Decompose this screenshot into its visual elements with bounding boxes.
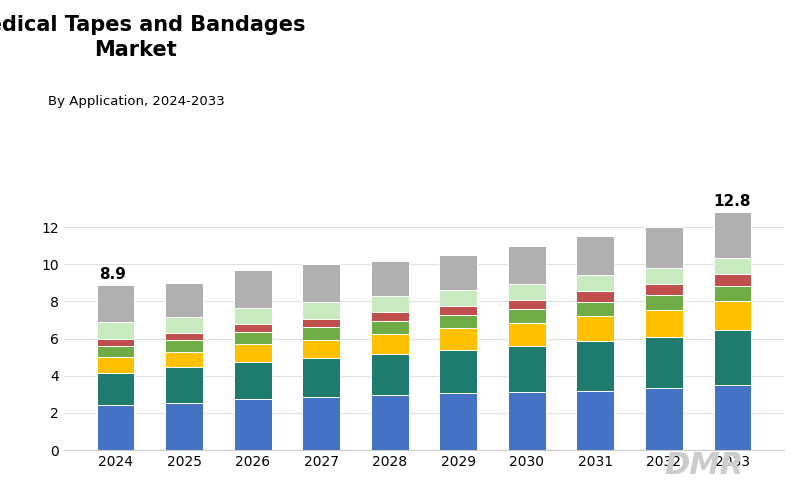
Bar: [577, 390, 614, 450]
Bar: [714, 274, 751, 285]
Bar: [302, 358, 340, 397]
Bar: [97, 373, 134, 406]
Bar: [234, 270, 271, 308]
Bar: [166, 317, 203, 334]
Bar: [166, 402, 203, 450]
Bar: [166, 352, 203, 368]
Bar: [97, 284, 134, 322]
Text: 8.9: 8.9: [98, 267, 126, 282]
Bar: [371, 260, 409, 296]
Bar: [439, 316, 477, 328]
Text: By Application, 2024-2033: By Application, 2024-2033: [48, 95, 224, 108]
Bar: [714, 302, 751, 330]
Bar: [234, 344, 271, 362]
Bar: [508, 246, 546, 284]
Bar: [302, 302, 340, 319]
Bar: [439, 350, 477, 394]
Bar: [302, 340, 340, 358]
Bar: [97, 357, 134, 373]
Bar: [97, 339, 134, 346]
Bar: [577, 316, 614, 342]
Bar: [302, 319, 340, 328]
Bar: [371, 334, 409, 354]
Bar: [371, 321, 409, 334]
Bar: [645, 268, 682, 284]
Bar: [302, 264, 340, 302]
Bar: [234, 399, 271, 450]
Text: DMR: DMR: [664, 451, 744, 480]
Bar: [714, 385, 751, 450]
Bar: [508, 284, 546, 300]
Bar: [714, 286, 751, 302]
Bar: [371, 395, 409, 450]
Bar: [234, 362, 271, 399]
Text: Medical Tapes and Bandages
Market: Medical Tapes and Bandages Market: [0, 15, 306, 60]
Bar: [166, 283, 203, 317]
Bar: [645, 295, 682, 310]
Bar: [234, 332, 271, 344]
Bar: [166, 368, 203, 402]
Bar: [302, 397, 340, 450]
Bar: [166, 334, 203, 340]
Bar: [302, 328, 340, 340]
Bar: [439, 255, 477, 290]
Bar: [577, 302, 614, 316]
Bar: [97, 346, 134, 357]
Bar: [439, 290, 477, 306]
Bar: [439, 328, 477, 349]
Bar: [508, 323, 546, 346]
Bar: [577, 276, 614, 291]
Bar: [371, 354, 409, 395]
Bar: [577, 342, 614, 390]
Bar: [234, 308, 271, 324]
Bar: [645, 227, 682, 268]
Bar: [714, 330, 751, 385]
Bar: [508, 392, 546, 450]
Bar: [577, 236, 614, 276]
Bar: [166, 340, 203, 351]
Bar: [645, 388, 682, 450]
Bar: [645, 284, 682, 295]
Bar: [645, 336, 682, 388]
Bar: [97, 406, 134, 450]
Bar: [508, 300, 546, 310]
Bar: [508, 310, 546, 323]
Text: 12.8: 12.8: [714, 194, 751, 210]
Bar: [645, 310, 682, 336]
Bar: [371, 296, 409, 312]
Bar: [97, 322, 134, 339]
Bar: [714, 258, 751, 274]
Bar: [714, 212, 751, 258]
Bar: [577, 292, 614, 302]
Bar: [234, 324, 271, 332]
Bar: [508, 346, 546, 393]
Bar: [439, 394, 477, 450]
Bar: [371, 312, 409, 321]
Bar: [439, 306, 477, 316]
